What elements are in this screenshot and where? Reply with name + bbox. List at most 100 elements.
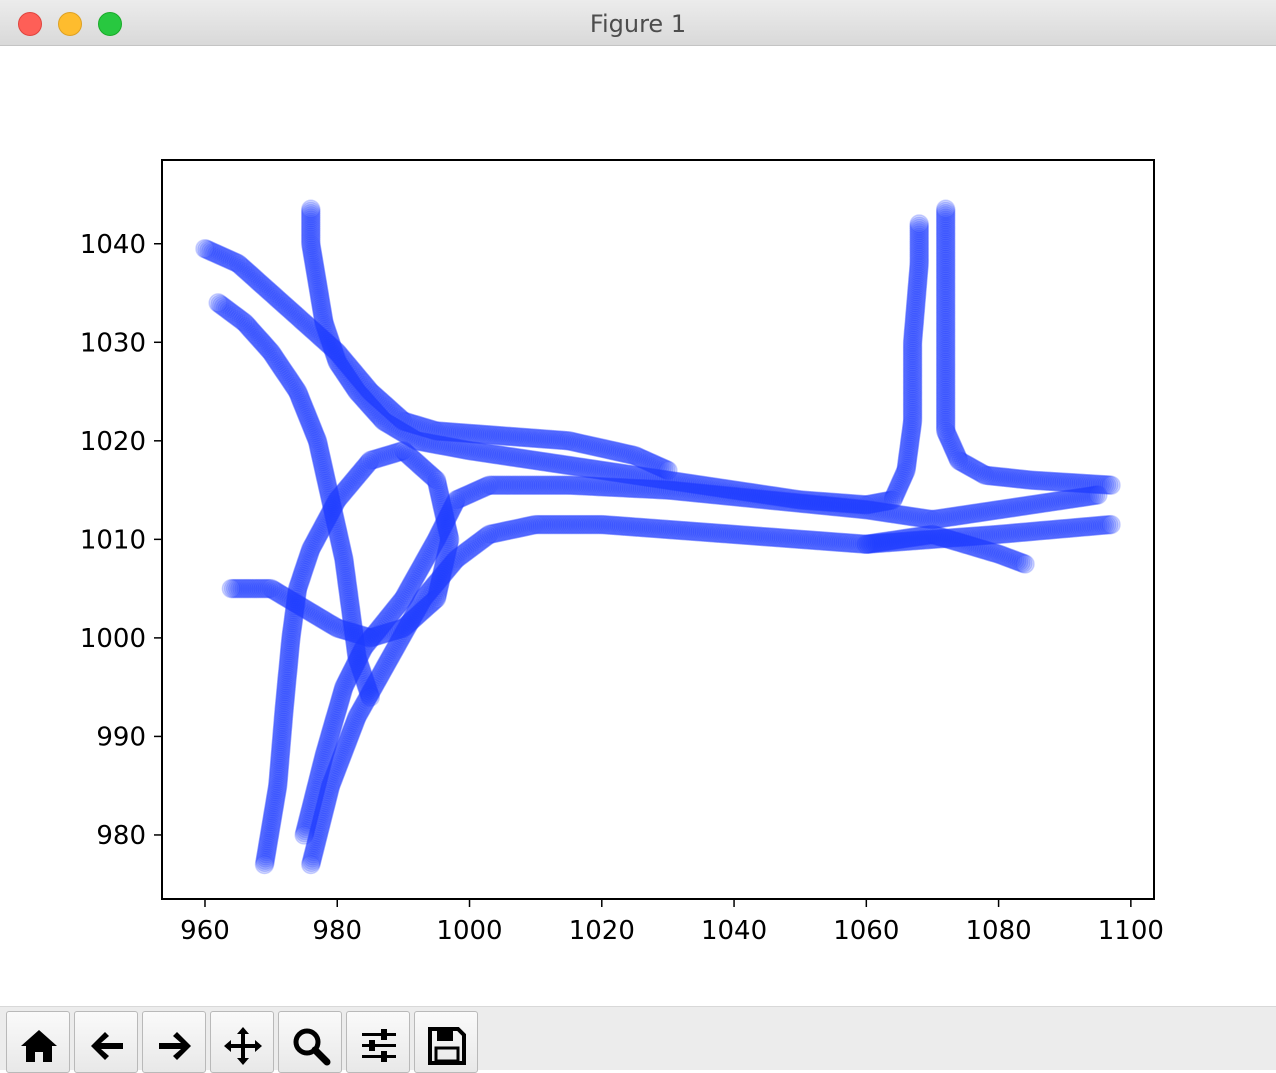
scatter-point — [898, 443, 919, 463]
scatter-point — [260, 822, 280, 843]
scatter-point — [906, 288, 927, 309]
minimize-window-button[interactable] — [58, 12, 82, 36]
scatter-point — [743, 483, 764, 503]
scatter-point — [897, 454, 917, 474]
scatter-point — [651, 469, 672, 490]
scatter-point — [505, 427, 526, 447]
scatter-point — [326, 348, 346, 368]
scatter-point — [304, 256, 325, 277]
scatter-point — [739, 482, 759, 503]
scatter-point — [301, 231, 321, 252]
home-button[interactable] — [6, 1011, 70, 1073]
y-tick-label: 990 — [96, 722, 146, 752]
scatter-point — [250, 273, 270, 293]
scatter-point — [561, 431, 581, 452]
scatter-point — [312, 304, 333, 325]
title-bar[interactable]: Figure 1 — [0, 0, 1276, 46]
scatter-point — [737, 482, 757, 502]
scatter-point — [585, 459, 606, 480]
x-tick-label: 1040 — [701, 916, 767, 946]
figure-canvas[interactable]: 960 980 1000 1020 1040 1060 1080 1100 980 990 100… — [0, 46, 1276, 1006]
scatter-point — [305, 263, 326, 283]
scatter-point — [650, 457, 670, 477]
scatter-point — [608, 442, 628, 462]
scatter-point — [574, 458, 595, 478]
scatter-point — [284, 600, 305, 620]
scatter-point — [262, 805, 283, 826]
scatter-point — [801, 490, 821, 511]
scatter-point — [307, 273, 328, 293]
scatter-point — [496, 446, 516, 466]
scatter-point — [582, 436, 602, 456]
scatter-point — [247, 270, 267, 291]
scatter-point — [309, 285, 330, 306]
scatter-point — [304, 254, 325, 275]
scatter-point — [565, 432, 585, 453]
scatter-point — [428, 421, 449, 441]
scatter-point — [264, 797, 284, 817]
scatter-point — [905, 306, 925, 326]
scatter-point — [895, 462, 915, 483]
scatter-point — [688, 474, 708, 495]
scatter-point — [438, 436, 459, 457]
scatter-point — [313, 306, 333, 327]
scatter-point — [436, 436, 456, 457]
scatter-point — [318, 333, 338, 354]
close-window-button[interactable] — [18, 12, 42, 36]
scatter-point — [341, 358, 361, 379]
scatter-plot[interactable]: 960 980 1000 1020 1040 1060 1080 1100 980 990 100… — [0, 46, 1276, 1006]
scatter-point — [500, 446, 520, 467]
scatter-point — [270, 745, 291, 765]
pan-button[interactable] — [210, 1011, 274, 1073]
scatter-point — [374, 394, 395, 414]
scatter-point — [644, 454, 665, 475]
scatter-point — [359, 380, 379, 400]
scatter-point — [358, 394, 378, 414]
scatter-points — [195, 199, 1121, 875]
forward-button[interactable] — [142, 1011, 206, 1073]
scatter-point — [880, 490, 901, 511]
scatter-point — [317, 321, 337, 341]
configure-subplots-button[interactable] — [346, 1011, 410, 1073]
scatter-point — [902, 415, 922, 436]
scatter-point — [896, 456, 917, 476]
scatter-point — [909, 238, 929, 258]
scatter-point — [547, 453, 567, 474]
scatter-point — [376, 395, 396, 416]
save-button[interactable] — [414, 1011, 478, 1073]
scatter-point — [279, 643, 300, 663]
scatter-point — [305, 260, 326, 281]
scatter-point — [301, 223, 321, 243]
scatter-point — [272, 725, 292, 746]
scatter-point — [711, 478, 732, 498]
maximize-window-button[interactable] — [98, 12, 122, 36]
scatter-point — [414, 417, 434, 438]
scatter-point — [456, 423, 477, 443]
scatter-point — [481, 444, 501, 464]
scatter-point — [370, 390, 390, 410]
scatter-point — [615, 464, 636, 484]
scatter-point — [278, 651, 299, 672]
scatter-point — [562, 456, 582, 476]
scatter-point — [300, 318, 321, 338]
zoom-button[interactable] — [278, 1011, 342, 1073]
scatter-point — [273, 705, 294, 726]
scatter-point — [726, 480, 746, 501]
scatter-point — [285, 598, 305, 618]
scatter-point — [539, 429, 560, 450]
scatter-point — [278, 656, 299, 676]
scatter-point — [348, 383, 369, 403]
scatter-point — [870, 492, 891, 512]
scatter-point — [902, 389, 923, 409]
scatter-point — [413, 432, 433, 452]
scatter-point — [299, 317, 319, 337]
scatter-point — [641, 467, 661, 488]
scatter-point — [430, 435, 450, 455]
scatter-point — [265, 792, 285, 813]
scatter-point — [643, 468, 663, 488]
scatter-point — [444, 438, 465, 458]
scatter-point — [487, 445, 508, 465]
back-button[interactable] — [74, 1011, 138, 1073]
scatter-point — [266, 782, 287, 802]
scatter-point — [267, 288, 288, 309]
